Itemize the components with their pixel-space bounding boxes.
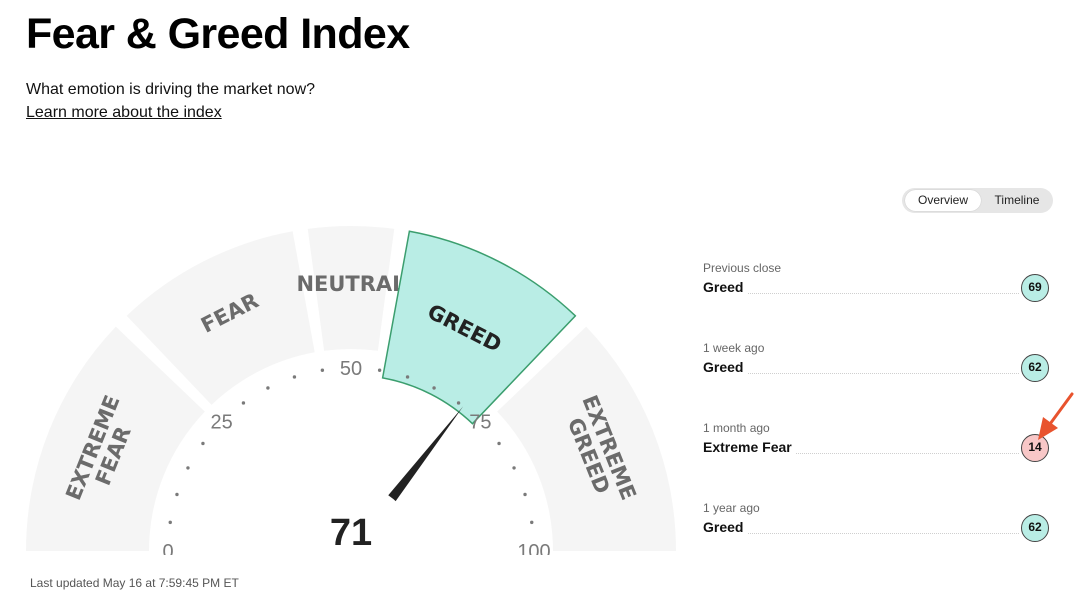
history-row-1-year-ago: 1 year ago Greed 62 bbox=[703, 501, 1053, 551]
gauge-hub bbox=[284, 484, 418, 555]
tick-dot bbox=[432, 386, 436, 390]
zone-greed bbox=[381, 230, 577, 425]
tick-dot bbox=[241, 401, 246, 405]
scale-label-25: 25 bbox=[210, 412, 232, 434]
tick-dot bbox=[186, 466, 190, 470]
history-label: 1 year ago bbox=[703, 501, 760, 515]
tick-dot bbox=[320, 368, 325, 372]
history-row-1-month-ago: 1 month ago Extreme Fear 14 bbox=[703, 421, 1053, 471]
history-label: 1 month ago bbox=[703, 421, 770, 435]
history-value-badge: 69 bbox=[1021, 274, 1049, 302]
gauge-value: 71 bbox=[330, 512, 372, 554]
zone-fear bbox=[126, 231, 315, 405]
gauge-needle bbox=[368, 406, 464, 527]
dotted-leader bbox=[743, 373, 1019, 374]
tick-dot bbox=[168, 520, 172, 525]
timeline-tab[interactable]: Timeline bbox=[994, 193, 1040, 207]
dotted-leader bbox=[743, 533, 1019, 534]
annotation-arrow-icon bbox=[1038, 392, 1074, 440]
history-row-1-week-ago: 1 week ago Greed 62 bbox=[703, 341, 1053, 391]
overview-tab[interactable]: Overview bbox=[905, 190, 981, 211]
zone-label-neutral: NEUTRAL bbox=[296, 272, 405, 296]
scale-label-75: 75 bbox=[469, 412, 491, 434]
history-row-previous-close: Previous close Greed 69 bbox=[703, 261, 1053, 311]
history-label: 1 week ago bbox=[703, 341, 765, 355]
history-rating: Extreme Fear bbox=[703, 439, 796, 455]
view-toggle: Overview Timeline bbox=[902, 188, 1053, 213]
page-title: Fear & Greed Index bbox=[26, 10, 410, 58]
dotted-leader bbox=[743, 453, 1019, 454]
tick-dot bbox=[292, 375, 297, 379]
fear-greed-gauge: EXTREMEFEARFEARNEUTRALGREEDEXTREMEGREED0… bbox=[26, 225, 676, 555]
history-value-badge: 62 bbox=[1021, 354, 1049, 382]
history-value-badge: 62 bbox=[1021, 514, 1049, 542]
tick-dot bbox=[530, 520, 534, 525]
history-rating: Greed bbox=[703, 359, 748, 375]
history-rating: Greed bbox=[703, 279, 748, 295]
history-value-badge: 14 bbox=[1021, 434, 1049, 462]
tick-dot bbox=[377, 368, 382, 372]
dotted-leader bbox=[743, 293, 1019, 294]
scale-label-0: 0 bbox=[162, 541, 173, 555]
last-updated: Last updated May 16 at 7:59:45 PM ET bbox=[30, 576, 239, 590]
tick-dot bbox=[523, 492, 527, 497]
tick-dot bbox=[201, 441, 205, 446]
tick-dot bbox=[456, 401, 461, 405]
scale-label-100: 100 bbox=[517, 541, 550, 555]
scale-label-50: 50 bbox=[340, 358, 362, 380]
tick-dot bbox=[266, 386, 270, 390]
zone-extreme-greed bbox=[497, 326, 676, 551]
history-label: Previous close bbox=[703, 261, 782, 275]
tick-dot bbox=[175, 492, 179, 497]
tick-dot bbox=[497, 441, 501, 446]
tick-dot bbox=[512, 466, 516, 470]
learn-more-link[interactable]: Learn more about the index bbox=[26, 104, 222, 121]
zone-extreme-fear bbox=[26, 326, 205, 551]
page-subtitle: What emotion is driving the market now? bbox=[26, 81, 316, 98]
history-rating: Greed bbox=[703, 519, 748, 535]
tick-dot bbox=[405, 375, 410, 379]
zone-neutral bbox=[307, 225, 395, 351]
